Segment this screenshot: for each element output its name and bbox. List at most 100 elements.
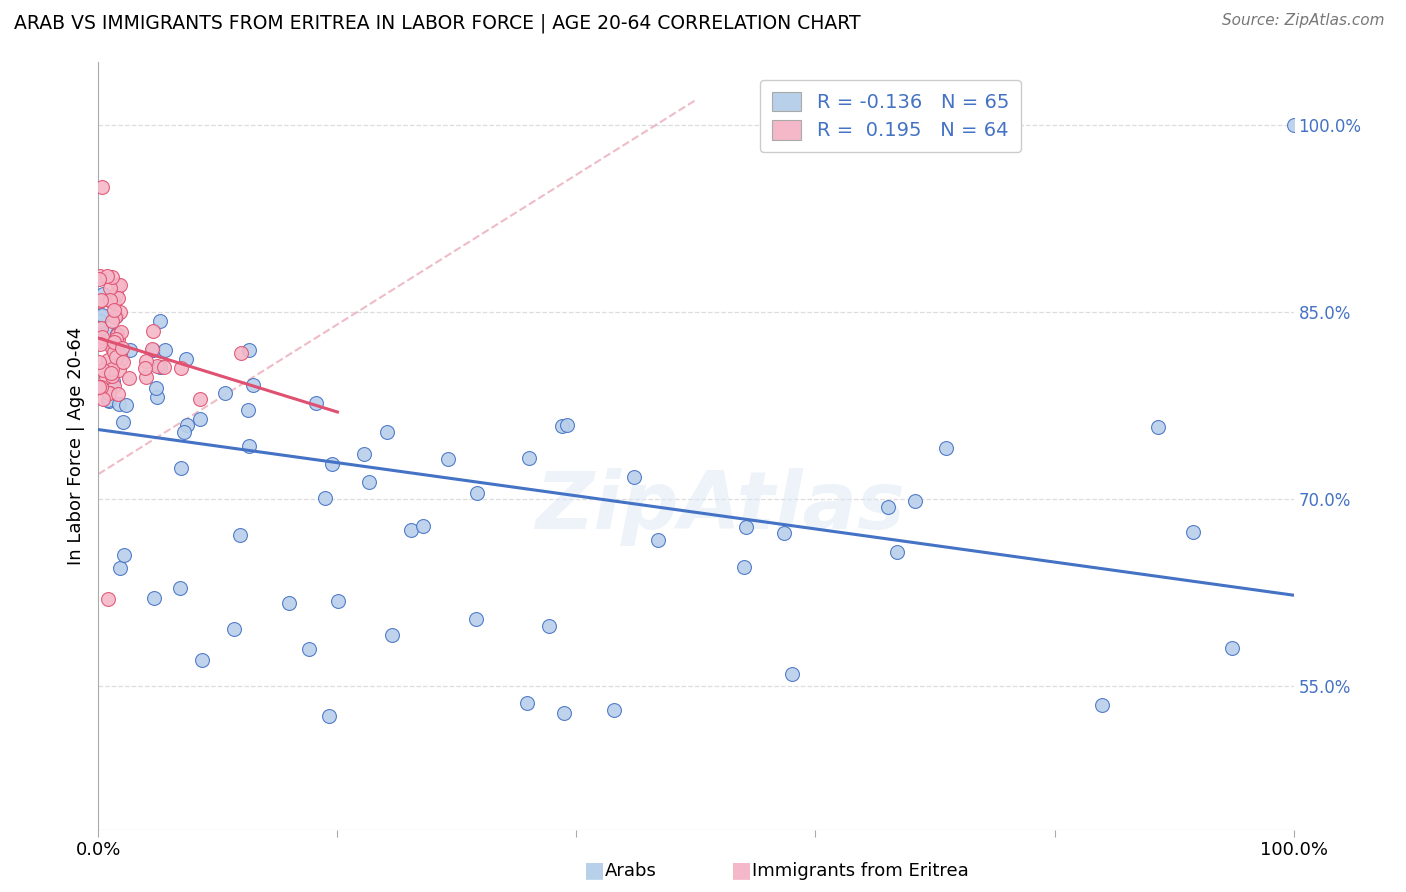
Point: [141, 343, 163, 357]
Point: [538, 619, 561, 633]
Text: ZipAtlas: ZipAtlas: [534, 468, 905, 547]
Point: [735, 520, 758, 534]
Point: [90, 329, 112, 343]
Point: [118, 370, 141, 384]
Point: [110, 352, 132, 367]
Point: [98, 280, 121, 294]
Point: [108, 305, 131, 319]
Point: [91, 180, 114, 194]
Point: [97, 293, 120, 308]
Point: [1091, 698, 1114, 712]
Point: [733, 559, 755, 574]
Point: [107, 387, 129, 401]
Point: [90, 308, 112, 322]
Point: [93, 392, 115, 406]
Point: [357, 475, 380, 489]
Point: [91, 287, 114, 301]
Point: [107, 292, 129, 306]
Point: [108, 397, 131, 411]
Point: [314, 491, 336, 505]
Text: Source: ZipAtlas.com: Source: ZipAtlas.com: [1222, 13, 1385, 29]
Point: [89, 272, 111, 286]
Legend: R = -0.136   N = 65, R =  0.195   N = 64: R = -0.136 N = 65, R = 0.195 N = 64: [761, 79, 1021, 152]
Point: [108, 348, 131, 362]
Point: [107, 277, 129, 292]
Point: [108, 362, 131, 376]
Point: [97, 386, 120, 401]
Point: [103, 379, 125, 393]
Point: [375, 425, 398, 440]
Point: [188, 412, 211, 426]
Point: [623, 470, 645, 484]
Point: [103, 334, 125, 349]
Text: ■: ■: [583, 860, 605, 880]
Point: [222, 622, 245, 636]
Text: ARAB VS IMMIGRANTS FROM ERITREA IN LABOR FORCE | AGE 20-64 CORRELATION CHART: ARAB VS IMMIGRANTS FROM ERITREA IN LABOR…: [14, 13, 860, 33]
Point: [115, 398, 138, 412]
Point: [89, 268, 111, 283]
Point: [170, 461, 193, 475]
Point: [111, 341, 134, 355]
Point: [89, 314, 111, 328]
Point: [101, 374, 124, 388]
Point: [98, 326, 121, 341]
Point: [98, 293, 121, 307]
Point: [97, 392, 120, 407]
Point: [90, 320, 112, 334]
Point: [101, 362, 124, 376]
Point: [98, 333, 121, 347]
Point: [104, 332, 127, 346]
Point: [1282, 118, 1305, 132]
Point: [118, 343, 141, 357]
Text: Arabs: Arabs: [605, 863, 657, 880]
Point: [97, 591, 120, 606]
Point: [146, 359, 169, 374]
Point: [238, 403, 260, 417]
Point: [935, 441, 957, 455]
Point: [353, 447, 375, 461]
Point: [174, 351, 197, 366]
Point: [108, 277, 131, 292]
Point: [89, 334, 111, 349]
Point: [142, 324, 165, 338]
Text: Immigrants from Eritrea: Immigrants from Eritrea: [752, 863, 969, 880]
Point: [105, 327, 128, 342]
Point: [90, 381, 112, 395]
Point: [1147, 419, 1170, 434]
Point: [153, 343, 176, 358]
Point: [298, 642, 321, 657]
Point: [107, 326, 129, 341]
Point: [135, 369, 157, 384]
Point: [231, 345, 253, 359]
Point: [101, 339, 124, 353]
Point: [886, 545, 908, 559]
Point: [517, 451, 540, 466]
Point: [101, 341, 124, 355]
Point: [134, 361, 156, 376]
Point: [90, 380, 112, 394]
Point: [1181, 524, 1204, 539]
Point: [773, 525, 796, 540]
Point: [278, 596, 301, 610]
Point: [437, 452, 460, 467]
Point: [399, 524, 422, 538]
Point: [328, 594, 350, 608]
Point: [169, 360, 191, 375]
Point: [238, 343, 260, 357]
Point: [877, 500, 900, 514]
Point: [904, 494, 927, 508]
Point: [188, 392, 211, 406]
Point: [553, 706, 575, 720]
Point: [110, 560, 132, 574]
Point: [305, 396, 328, 410]
Text: ■: ■: [731, 860, 752, 880]
Point: [89, 337, 111, 351]
Point: [112, 549, 135, 563]
Point: [91, 309, 114, 323]
Point: [412, 519, 434, 533]
Point: [101, 368, 124, 383]
Point: [149, 360, 172, 375]
Point: [103, 345, 125, 359]
Point: [90, 293, 112, 307]
Point: [153, 360, 176, 375]
